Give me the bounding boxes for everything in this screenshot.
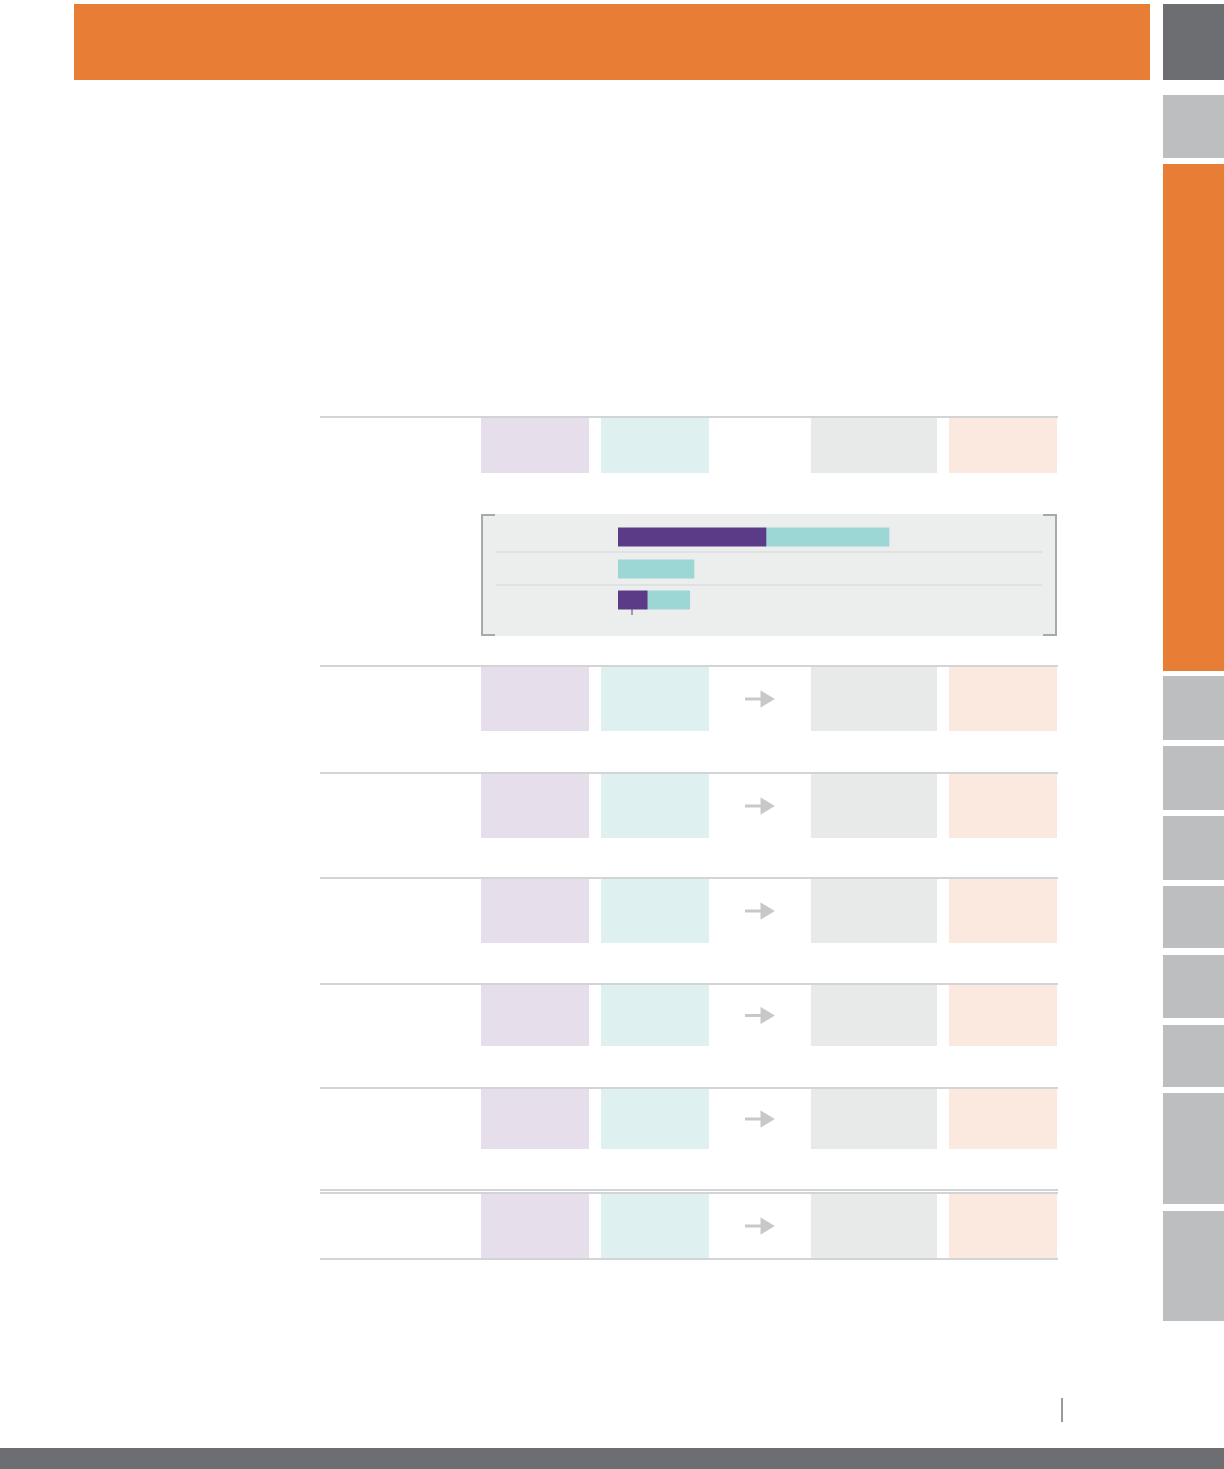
cell-peach	[949, 774, 1057, 838]
cell-gray	[811, 1194, 937, 1258]
cell-purple	[481, 879, 589, 943]
cell-teal	[601, 1194, 709, 1258]
bar	[647, 590, 691, 610]
cell-purple	[481, 418, 589, 473]
arrow-icon	[745, 1110, 775, 1128]
bar	[618, 527, 767, 547]
side-tab	[1163, 4, 1224, 80]
bar	[618, 590, 648, 610]
footer-band	[0, 1448, 1224, 1469]
cell-purple	[481, 774, 589, 838]
arrow-icon	[745, 1217, 775, 1235]
header-band	[74, 4, 1150, 80]
side-tab	[1163, 1093, 1224, 1204]
cell-teal	[601, 1089, 709, 1149]
cell-teal	[601, 418, 709, 473]
side-tab	[1163, 955, 1224, 1018]
side-tab	[1163, 1025, 1224, 1087]
cell-gray	[811, 667, 937, 731]
side-tab	[1163, 1211, 1224, 1321]
cell-gray	[811, 1089, 937, 1149]
side-tab	[1163, 816, 1224, 880]
side-tab	[1163, 886, 1224, 948]
cell-peach	[949, 985, 1057, 1046]
cell-teal	[601, 667, 709, 731]
cell-peach	[949, 667, 1057, 731]
bar	[618, 559, 695, 579]
side-tab	[1163, 164, 1224, 671]
cell-teal	[601, 879, 709, 943]
arrow-icon	[745, 797, 775, 815]
cell-gray	[811, 985, 937, 1046]
side-tab	[1163, 746, 1224, 810]
cell-purple	[481, 1194, 589, 1258]
bar	[766, 527, 890, 547]
cell-purple	[481, 985, 589, 1046]
cell-peach	[949, 1194, 1057, 1258]
cell-purple	[481, 667, 589, 731]
side-tab	[1163, 95, 1224, 158]
cell-peach	[949, 1089, 1057, 1149]
cell-peach	[949, 418, 1057, 473]
chart-bracket	[481, 514, 1057, 636]
arrow-icon	[745, 902, 775, 920]
cell-purple	[481, 1089, 589, 1149]
cell-gray	[811, 418, 937, 473]
cell-teal	[601, 774, 709, 838]
arrow-icon	[745, 1006, 775, 1025]
arrow-icon	[745, 690, 775, 708]
cell-gray	[811, 879, 937, 943]
cell-gray	[811, 774, 937, 838]
cell-teal	[601, 985, 709, 1046]
side-tab	[1163, 676, 1224, 740]
cell-peach	[949, 879, 1057, 943]
